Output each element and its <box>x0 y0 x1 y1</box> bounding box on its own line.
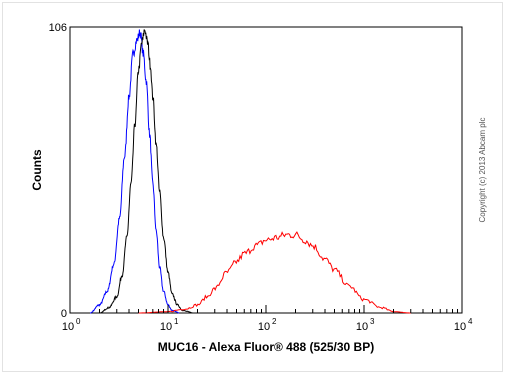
copyright-notice: Copyright (c) 2013 Abcam plc <box>478 118 487 223</box>
y-tick-label: 106 <box>49 22 67 34</box>
histogram-series-3 <box>138 231 411 314</box>
x-axis-ticks: 10 0 10 1 10 2 10 3 10 4 <box>62 305 473 333</box>
x-tick-exponent: 0 <box>76 317 81 326</box>
x-tick-label: 10 1 <box>160 317 179 333</box>
x-axis-label: MUC16 - Alexa Fluor® 488 (525/30 BP) <box>158 340 374 354</box>
y-axis-ticks: 0 106 <box>49 22 75 320</box>
x-tick-exponent: 4 <box>468 317 473 326</box>
histogram-series-1 <box>90 29 180 314</box>
y-axis-label: Counts <box>30 149 44 191</box>
x-tick-base: 10 <box>258 321 270 333</box>
x-tick-label: 10 3 <box>356 317 375 333</box>
histogram-curves <box>90 29 411 314</box>
x-tick-base: 10 <box>160 321 172 333</box>
x-tick-label: 10 0 <box>62 317 81 333</box>
plot-area <box>69 26 463 314</box>
x-tick-label: 10 2 <box>258 317 277 333</box>
x-tick-exponent: 1 <box>174 317 179 326</box>
y-tick-label: 0 <box>61 308 67 320</box>
x-tick-exponent: 2 <box>272 317 277 326</box>
x-tick-base: 10 <box>62 321 74 333</box>
x-tick-base: 10 <box>356 321 368 333</box>
x-tick-base: 10 <box>454 321 466 333</box>
x-tick-label: 10 4 <box>454 317 473 333</box>
x-tick-exponent: 3 <box>370 317 375 326</box>
figure-frame <box>2 2 503 372</box>
histogram-series-2 <box>99 29 193 314</box>
